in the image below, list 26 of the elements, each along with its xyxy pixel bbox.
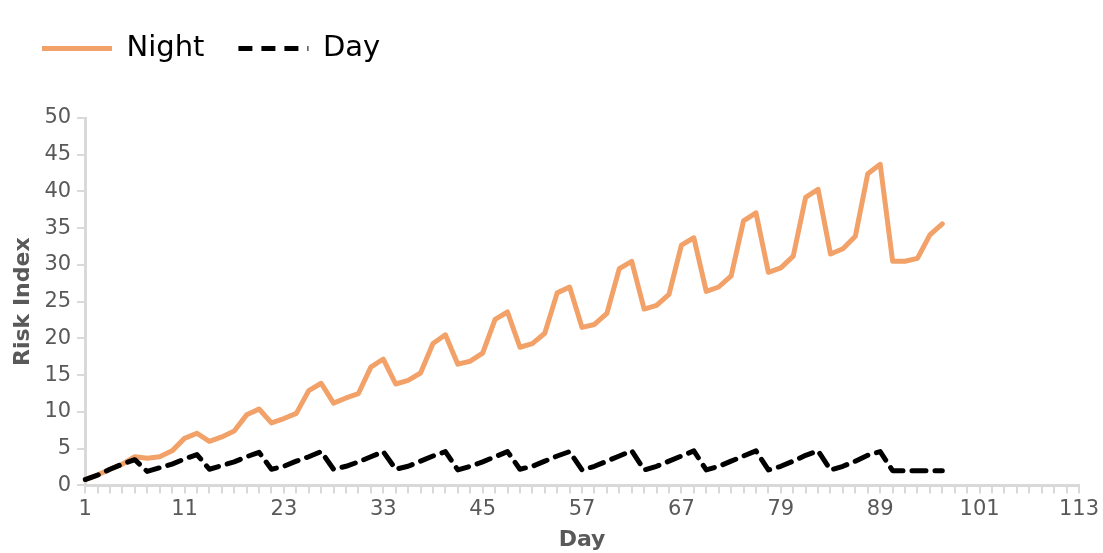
x-tick-label: 113 (1058, 496, 1100, 521)
y-tick-label: 0 (57, 471, 72, 496)
y-axis-title: Risk Index (8, 237, 34, 366)
x-axis-title: Day (558, 525, 606, 551)
legend-label: Night (126, 29, 205, 64)
x-tick-label: 89 (866, 496, 894, 521)
x-tick-label: 67 (668, 496, 695, 521)
y-tick-label: 35 (44, 214, 72, 239)
y-tick-label: 30 (44, 251, 72, 276)
x-tick-label: 11 (171, 496, 198, 521)
x-tick-label: 101 (959, 496, 1000, 521)
y-tick-label: 15 (44, 361, 72, 386)
y-tick-label: 20 (44, 324, 72, 349)
x-tick-label: 23 (270, 496, 298, 521)
y-tick-label: 10 (44, 398, 72, 423)
x-tick-label: 33 (369, 496, 397, 521)
y-tick-label: 25 (44, 288, 72, 313)
y-tick-label: 45 (44, 141, 72, 166)
x-tick-label: 57 (568, 496, 596, 521)
y-tick-label: 40 (44, 177, 72, 202)
x-tick-label: 45 (469, 496, 497, 521)
x-tick-label: 79 (767, 496, 795, 521)
legend-label: Day (322, 29, 381, 64)
y-tick-label: 50 (44, 104, 72, 129)
x-tick-label: 1 (78, 496, 92, 521)
y-tick-label: 5 (57, 435, 72, 460)
